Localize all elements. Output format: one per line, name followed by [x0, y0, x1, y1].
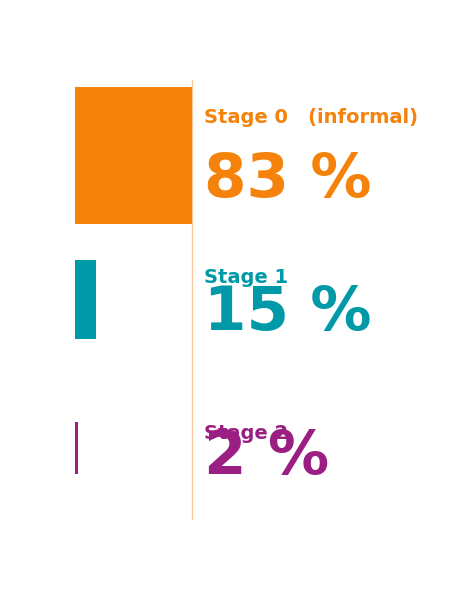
Text: 15 %: 15 % — [204, 285, 372, 343]
Text: Stage 1: Stage 1 — [204, 267, 288, 286]
Bar — [76, 422, 78, 474]
Bar — [76, 87, 192, 224]
Text: Stage 2: Stage 2 — [204, 423, 288, 442]
Bar — [76, 260, 96, 339]
Text: 83 %: 83 % — [204, 151, 372, 210]
Text: 2 %: 2 % — [204, 428, 329, 487]
Text: Stage 0   (informal): Stage 0 (informal) — [204, 108, 418, 127]
